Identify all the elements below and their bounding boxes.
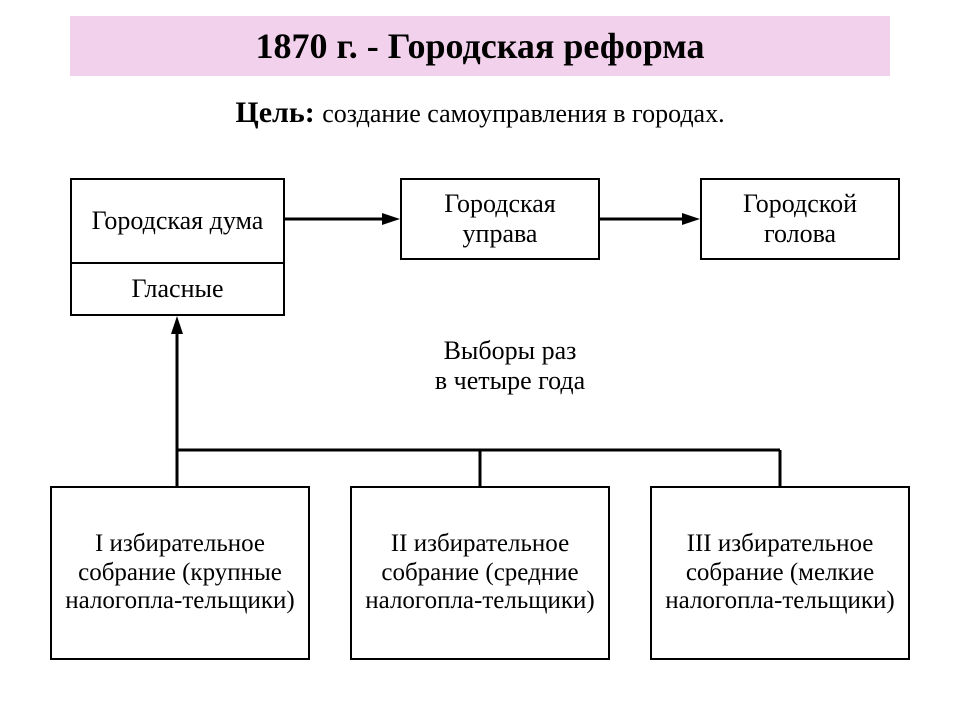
box-uprava: Городская управа <box>400 178 600 260</box>
box-golova: Городской голова <box>700 178 900 260</box>
subtitle-rest: создание самоуправления в городах. <box>322 99 724 128</box>
box-assembly-1: I избирательное собрание (крупные налого… <box>50 486 310 660</box>
mid-label-line1: Выборы раз <box>380 336 640 366</box>
box-duma-bottom: Гласные <box>72 264 283 314</box>
box-duma: Городская дума Гласные <box>70 178 285 316</box>
mid-label-line2: в четыре года <box>380 366 640 396</box>
box-assembly-3: III избирательное собрание (мелкие налог… <box>650 486 910 660</box>
subtitle: Цель: создание самоуправления в городах. <box>100 96 860 130</box>
box-assembly-2: II избирательное собрание (средние налог… <box>350 486 610 660</box>
mid-label: Выборы раз в четыре года <box>380 336 640 396</box>
subtitle-prefix: Цель: <box>235 96 322 129</box>
box-duma-top: Городская дума <box>72 180 283 262</box>
page-title: 1870 г. - Городская реформа <box>70 16 890 76</box>
